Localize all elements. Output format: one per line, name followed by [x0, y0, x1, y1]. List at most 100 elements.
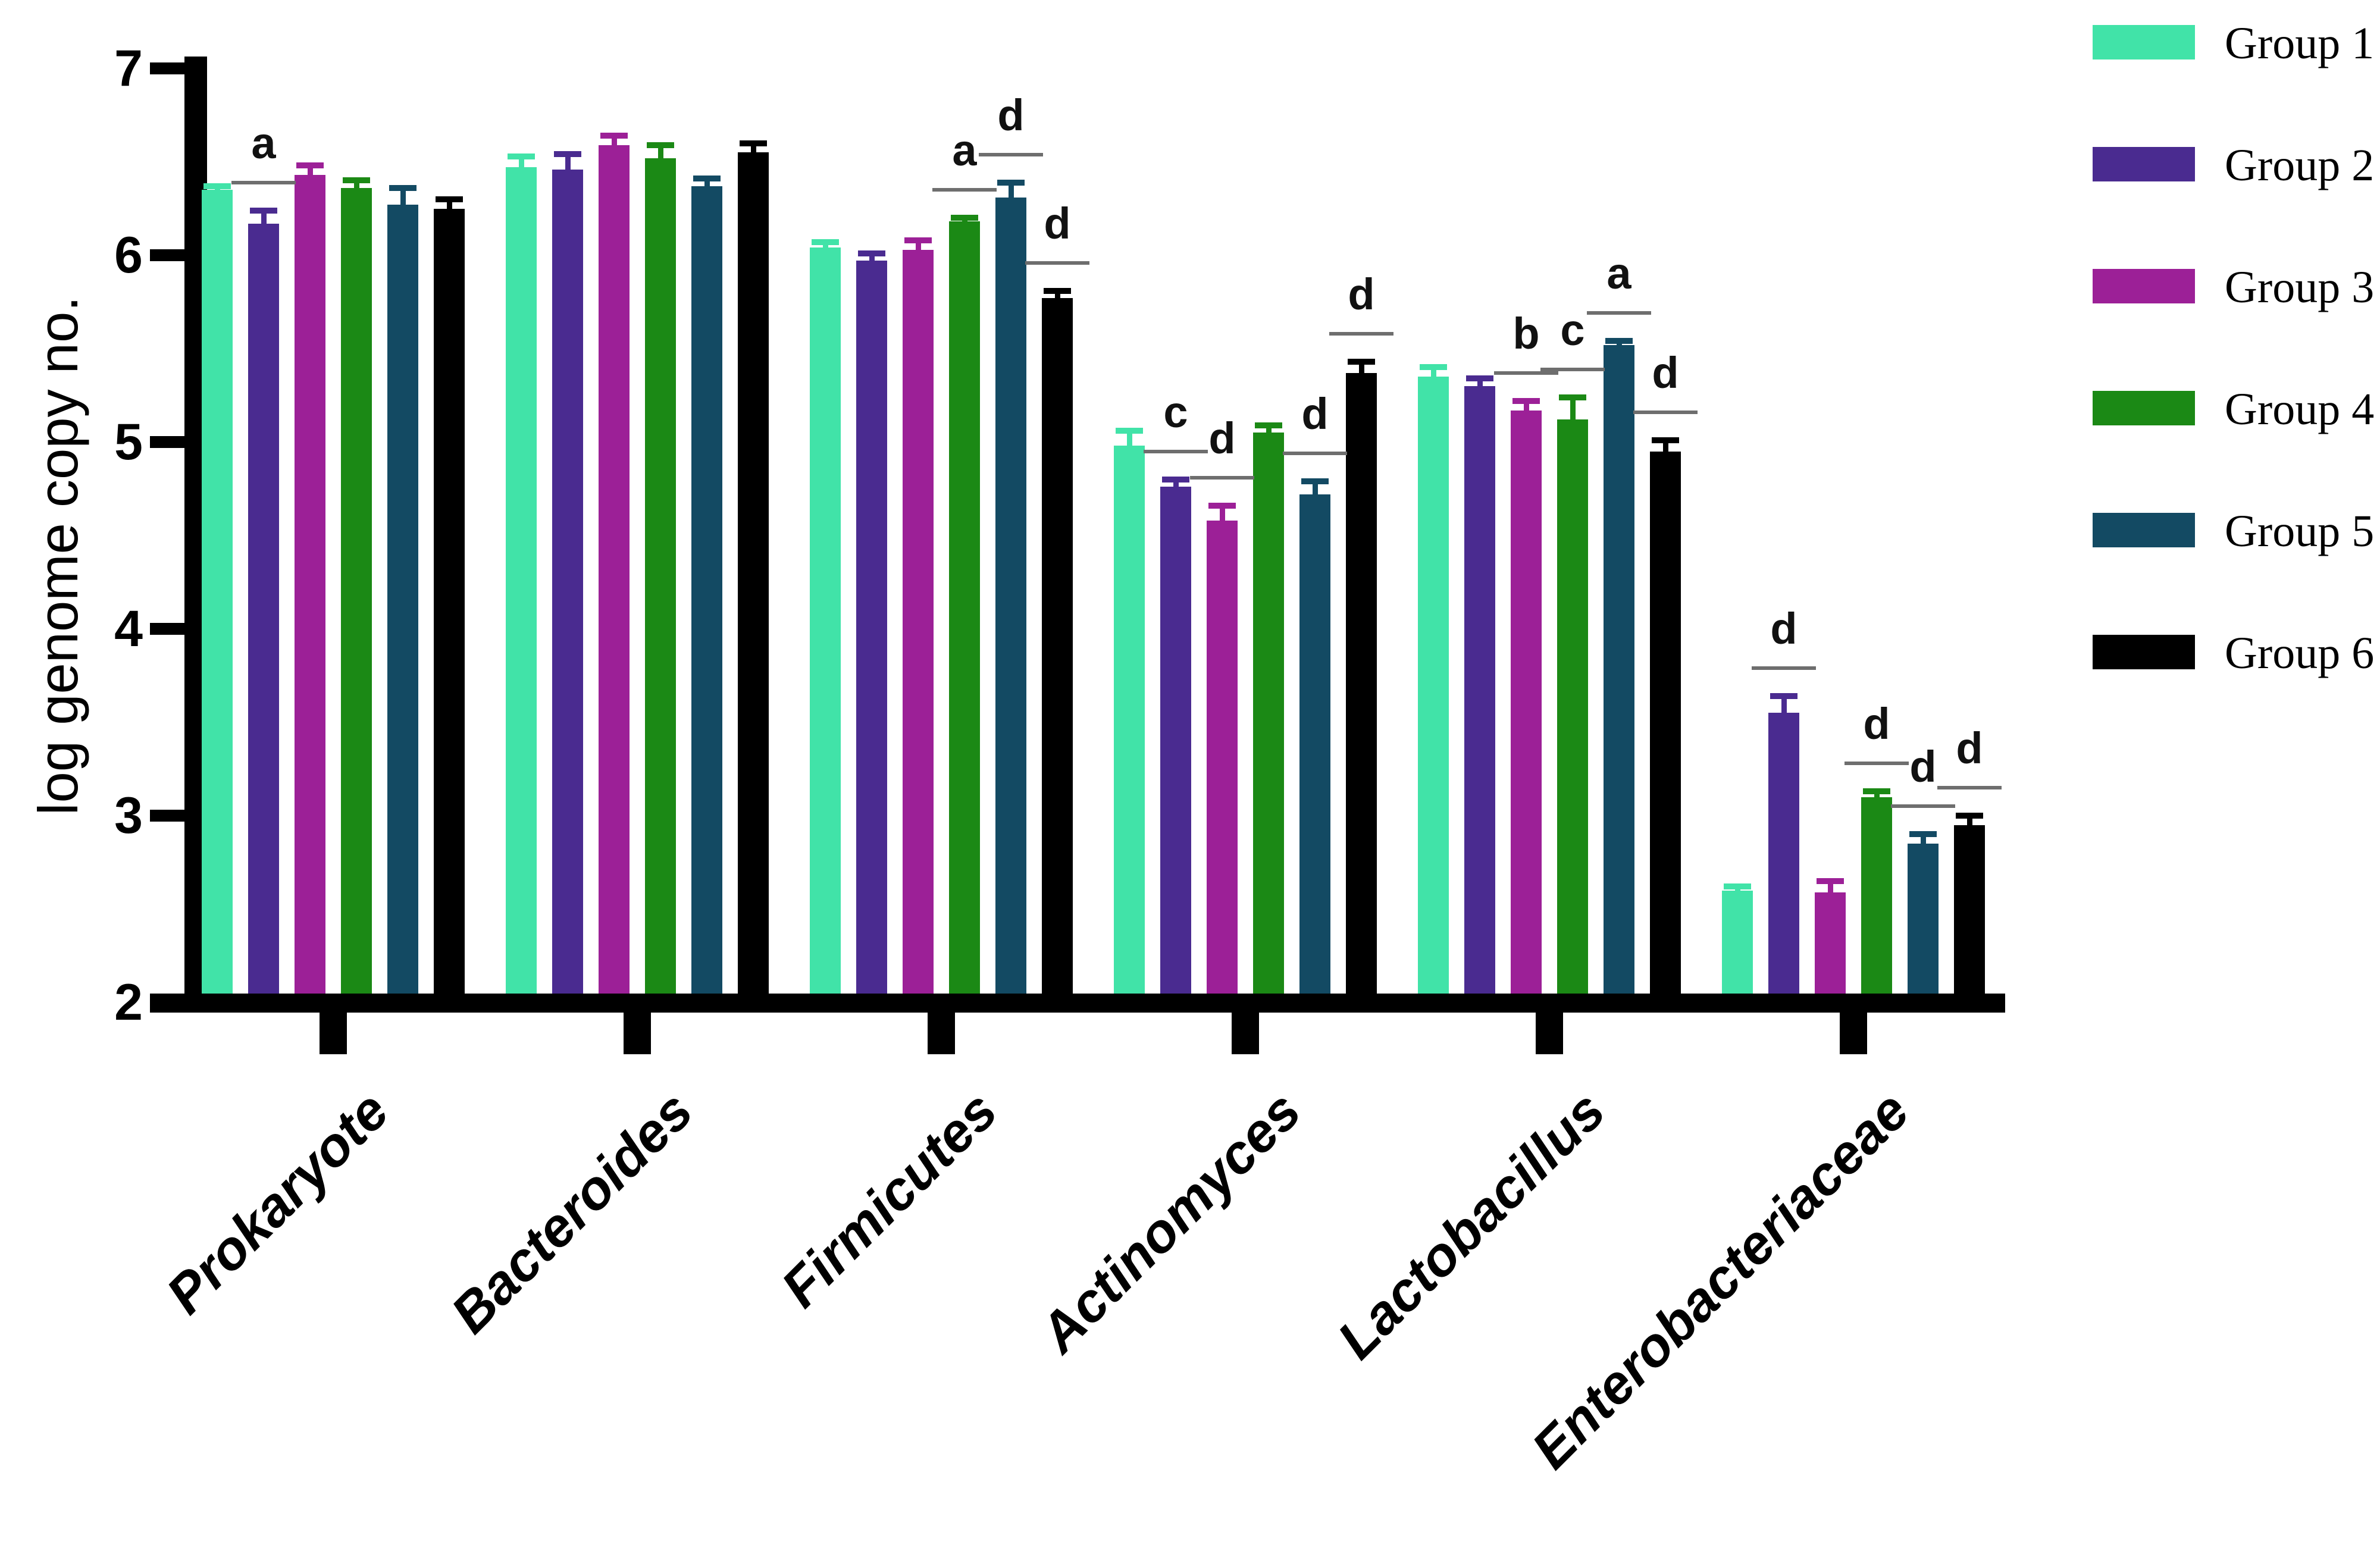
category-label-bacteroides: Bacteroides: [440, 1080, 704, 1345]
error-cap-group-6-firmicutes: [1044, 287, 1071, 294]
sig-letter-d-enterobacteriaceae: d: [1956, 723, 1983, 773]
error-cap-group-5-bacteroides: [693, 176, 721, 182]
sig-line-c-lactobacillus: [1540, 367, 1605, 371]
bar-group-4-bacteroides: [645, 158, 676, 994]
legend-label-group-6: Group 6: [2225, 628, 2375, 678]
error-cap-group-2-enterobacteriaceae: [1770, 693, 1797, 700]
error-cap-group-3-firmicutes: [904, 237, 932, 243]
category-label-prokaryote: Prokaryote: [155, 1080, 400, 1326]
bar-group-2-bacteroides: [552, 169, 583, 994]
error-cap-group-3-prokaryote: [296, 162, 324, 169]
error-cap-group-2-bacteroides: [554, 151, 581, 158]
legend-label-group-1: Group 1: [2225, 18, 2375, 68]
bar-group-1-prokaryote: [202, 190, 233, 994]
sig-line-a-prokaryote: [231, 180, 296, 184]
bar-group-3-lactobacillus: [1511, 410, 1542, 994]
y-tick-6: [150, 249, 184, 261]
sig-letter-d-firmicutes: d: [997, 90, 1025, 140]
bar-group-5-firmicutes: [995, 197, 1026, 994]
error-cap-group-4-actinomyces: [1255, 422, 1282, 428]
sig-line-d-actinomyces: [1329, 331, 1393, 336]
error-cap-group-5-enterobacteriaceae: [1909, 831, 1937, 838]
legend-swatch-group-5: [2093, 513, 2195, 547]
bar-group-5-bacteroides: [691, 186, 722, 994]
error-bar-group-5-firmicutes: [1008, 182, 1014, 209]
bar-group-6-firmicutes: [1042, 298, 1073, 994]
sig-line-c-actinomyces: [1144, 449, 1208, 453]
sig-letter-d-firmicutes: d: [1044, 198, 1071, 248]
error-cap-group-4-prokaryote: [343, 177, 370, 184]
y-tick-3: [150, 810, 184, 822]
sig-line-d-enterobacteriaceae: [1937, 786, 2002, 789]
y-tick-label-6: 6: [114, 227, 143, 284]
sig-letter-d-enterobacteriaceae: d: [1909, 742, 1937, 792]
sig-line-b-lactobacillus: [1494, 371, 1558, 375]
error-cap-group-6-enterobacteriaceae: [1956, 813, 1983, 819]
sig-line-d-firmicutes: [1025, 261, 1089, 265]
bar-group-1-firmicutes: [810, 247, 841, 994]
category-label-lactobacillus: Lactobacillus: [1326, 1080, 1617, 1371]
x-tick-bacteroides: [624, 1013, 651, 1054]
sig-letter-a-prokaryote: a: [251, 118, 276, 168]
error-cap-group-4-enterobacteriaceae: [1863, 788, 1890, 795]
bar-group-3-actinomyces: [1207, 520, 1238, 994]
y-tick-label-3: 3: [114, 787, 143, 844]
bar-group-6-enterobacteriaceae: [1954, 825, 1985, 994]
legend-swatch-group-2: [2093, 147, 2195, 181]
error-bar-group-4-lactobacillus: [1570, 397, 1576, 432]
error-cap-group-1-firmicutes: [812, 239, 839, 246]
bar-group-3-firmicutes: [903, 249, 934, 994]
sig-letter-d-lactobacillus: d: [1652, 347, 1679, 397]
error-bar-group-2-prokaryote: [261, 210, 267, 236]
error-cap-group-2-firmicutes: [858, 250, 885, 256]
y-tick-label-4: 4: [114, 600, 143, 657]
bar-group-6-lactobacillus: [1650, 451, 1681, 994]
x-tick-enterobacteriaceae: [1840, 1013, 1867, 1054]
error-cap-group-5-actinomyces: [1301, 478, 1329, 484]
y-tick-label-7: 7: [114, 40, 143, 97]
bar-group-5-enterobacteriaceae: [1908, 844, 1939, 994]
sig-letter-c-lactobacillus: c: [1560, 305, 1585, 355]
sig-letter-d-actinomyces: d: [1348, 269, 1375, 319]
error-cap-group-1-prokaryote: [203, 183, 231, 189]
sig-line-d-firmicutes: [979, 152, 1043, 156]
x-tick-prokaryote: [320, 1013, 347, 1054]
bar-group-5-prokaryote: [387, 205, 418, 994]
legend-label-group-3: Group 3: [2225, 262, 2375, 312]
y-tick-5: [150, 436, 184, 448]
bar-group-4-prokaryote: [341, 187, 372, 994]
error-bar-group-3-actinomyces: [1219, 505, 1225, 532]
bar-group-4-firmicutes: [949, 221, 980, 994]
legend-swatch-group-4: [2093, 391, 2195, 425]
error-cap-group-3-lactobacillus: [1512, 397, 1540, 404]
error-bar-group-4-bacteroides: [657, 145, 663, 170]
legend-label-group-2: Group 2: [2225, 140, 2375, 190]
sig-line-d-actinomyces: [1283, 451, 1347, 455]
bar-group-6-bacteroides: [738, 152, 769, 994]
error-cap-group-4-firmicutes: [951, 215, 978, 221]
bar-group-6-prokaryote: [434, 208, 465, 994]
sig-letter-d-enterobacteriaceae: d: [1863, 699, 1890, 749]
bar-group-6-actinomyces: [1346, 372, 1377, 994]
error-cap-group-1-enterobacteriaceae: [1724, 883, 1751, 890]
sig-letter-d-actinomyces: d: [1301, 388, 1329, 438]
error-cap-group-3-actinomyces: [1208, 502, 1236, 509]
sig-line-a-firmicutes: [932, 188, 997, 192]
sig-line-d-enterobacteriaceae: [1844, 762, 1909, 766]
error-cap-group-4-lactobacillus: [1559, 394, 1586, 400]
sig-letter-d-actinomyces: d: [1208, 413, 1236, 463]
error-cap-group-2-prokaryote: [250, 207, 277, 214]
error-cap-group-1-bacteroides: [508, 153, 535, 159]
legend-swatch-group-6: [2093, 635, 2195, 669]
bar-group-2-prokaryote: [248, 223, 279, 994]
error-cap-group-6-bacteroides: [740, 140, 767, 146]
sig-letter-d-enterobacteriaceae: d: [1770, 604, 1797, 654]
error-cap-group-5-firmicutes: [997, 179, 1025, 186]
error-cap-group-3-enterobacteriaceae: [1817, 878, 1844, 884]
legend-swatch-group-1: [2093, 25, 2195, 59]
y-tick-7: [150, 62, 184, 74]
error-cap-group-3-bacteroides: [600, 133, 628, 139]
bar-group-1-actinomyces: [1114, 446, 1145, 994]
error-bar-group-2-bacteroides: [565, 154, 571, 181]
